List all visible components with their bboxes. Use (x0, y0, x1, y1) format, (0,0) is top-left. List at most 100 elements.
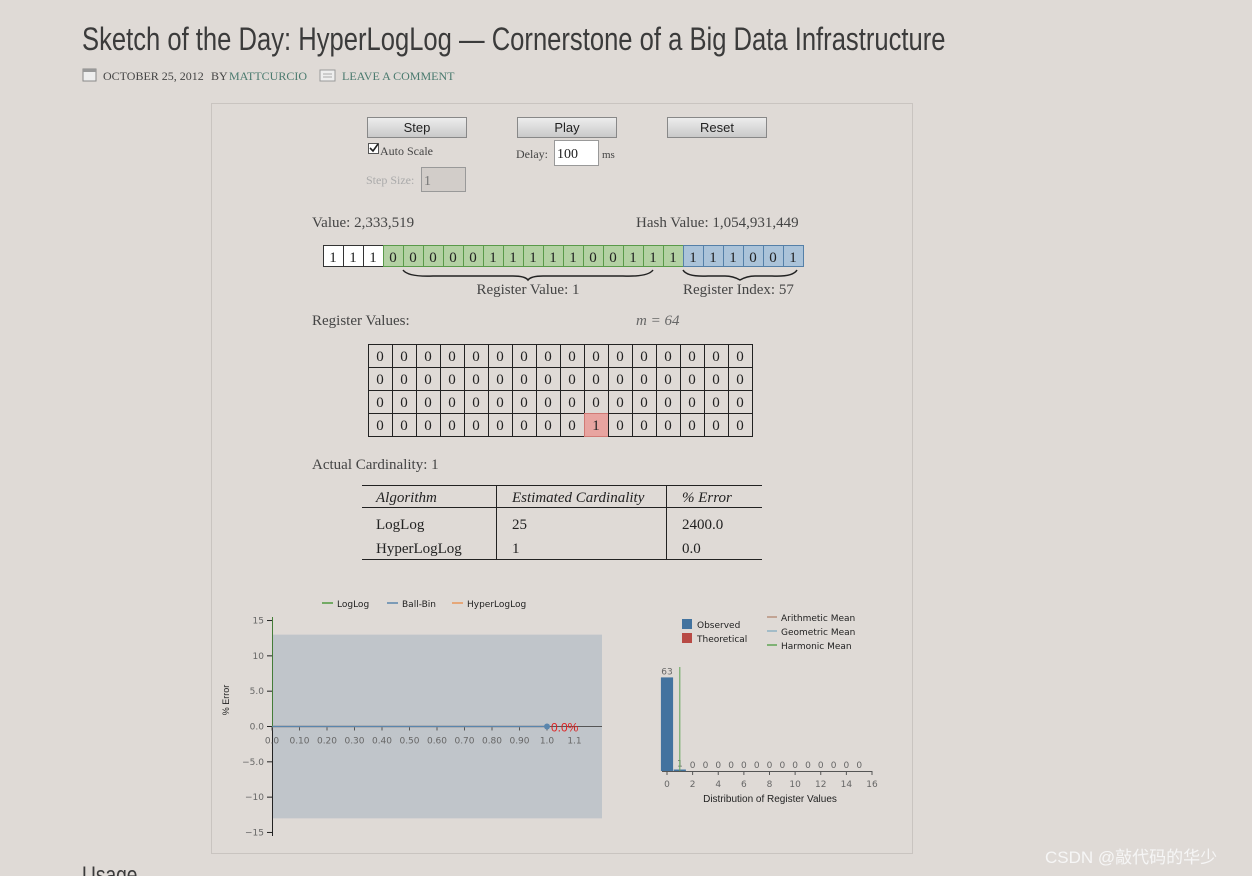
delay-value[interactable]: 100 (557, 147, 578, 162)
register-value: 0 (688, 372, 696, 388)
step-size-value[interactable]: 1 (424, 174, 431, 189)
register-value: 0 (376, 395, 384, 411)
by: BY (211, 69, 228, 83)
bit-value: 0 (389, 250, 397, 266)
bar-label: 0 (792, 761, 798, 771)
x-tick-label: 1.0 (540, 737, 555, 747)
bit-value: 0 (449, 250, 457, 266)
legend-label: Ball-Bin (402, 600, 436, 610)
register-index-caption: Register Index: 57 (683, 282, 794, 298)
register-value: 0 (424, 418, 432, 434)
register-value: 0 (664, 395, 672, 411)
register-value: 0 (664, 349, 672, 365)
author-link[interactable]: MATTCURCIO (229, 69, 307, 83)
bit-cell (783, 245, 804, 267)
legend-label: Geometric Mean (781, 628, 855, 638)
x-tick-label: 0.0 (265, 737, 280, 747)
button-label[interactable]: Reset (700, 120, 734, 135)
register-value: 0 (688, 418, 696, 434)
table-cell: 2400.0 (682, 517, 723, 533)
bar-label: 0 (690, 761, 696, 771)
register-value: 0 (376, 372, 384, 388)
button-label[interactable]: Play (554, 120, 580, 135)
step-size-input[interactable] (421, 167, 466, 192)
end-label: 0.0% (551, 721, 579, 735)
hash-value-label: Hash Value: 1,054,931,449 (636, 215, 799, 231)
x-tick-label: 0.50 (399, 737, 419, 747)
register-value: 0 (424, 349, 432, 365)
register-value: 0 (712, 349, 720, 365)
legend-label: Harmonic Mean (781, 642, 852, 652)
x-tick-label: 0.10 (289, 737, 309, 747)
end-point (544, 723, 550, 730)
bit-value: 1 (689, 250, 697, 266)
reset-button[interactable]: Reset (667, 117, 767, 138)
register-value-caption: Register Value: 1 (476, 282, 579, 298)
auto-scale-label: Auto Scale (380, 144, 433, 158)
legend-swatch (682, 633, 692, 643)
delay-label: Delay: (516, 147, 548, 161)
register-value: 0 (448, 395, 456, 411)
register-value: 0 (640, 372, 648, 388)
section-heading: Usage (82, 861, 137, 876)
table-header: Algorithm (375, 490, 437, 506)
delay-input[interactable] (554, 140, 599, 166)
bar-label: 0 (844, 761, 850, 771)
step-size-label: Step Size: (366, 173, 414, 187)
register-value: 0 (544, 418, 552, 434)
table-cell: LogLog (376, 517, 425, 533)
step-button[interactable]: Step (367, 117, 467, 138)
register-value: 0 (616, 372, 624, 388)
register-value: 0 (712, 372, 720, 388)
x-tick-label: 10 (789, 780, 801, 790)
bar-label: 0 (754, 761, 760, 771)
register-value: 0 (472, 418, 480, 434)
x-tick-label: 0.20 (317, 737, 337, 747)
legend-swatch (682, 619, 692, 629)
bit-value: 1 (489, 250, 497, 266)
bit-value: 0 (589, 250, 597, 266)
table-cell: 0.0 (682, 541, 701, 557)
x-tick-label: 0.60 (427, 737, 447, 747)
register-value: 0 (592, 349, 600, 365)
legend-label: Theoretical (696, 635, 747, 645)
bar-label: 0 (779, 761, 785, 771)
x-axis-label: Distribution of Register Values (703, 794, 837, 805)
demo-frame (211, 103, 913, 854)
button-label[interactable]: Step (404, 120, 431, 135)
register-value: 0 (520, 372, 528, 388)
play-button[interactable]: Play (517, 117, 617, 138)
register-value: 0 (688, 349, 696, 365)
caption-value: 1 (572, 282, 580, 298)
value-brace (402, 269, 654, 282)
bit-value: 1 (789, 250, 797, 266)
register-count: m = 64 (636, 313, 680, 329)
register-value: 0 (448, 372, 456, 388)
auto-scale-checkbox[interactable] (368, 143, 379, 154)
bit-value: 1 (729, 250, 737, 266)
x-tick-label: 6 (741, 780, 747, 790)
bar-label: 0 (741, 761, 747, 771)
y-tick-label: −15 (245, 828, 264, 838)
x-tick-label: 0.80 (482, 737, 502, 747)
bit-value: 0 (769, 250, 777, 266)
calendar-icon (82, 68, 97, 82)
caption-label: Register Index: (683, 282, 775, 298)
comment-link[interactable]: LEAVE A COMMENT (342, 69, 455, 83)
register-value: 0 (496, 372, 504, 388)
legend-label: HyperLogLog (467, 600, 526, 610)
register-value: 0 (592, 395, 600, 411)
table-header: % Error (682, 490, 732, 506)
register-value: 0 (568, 395, 576, 411)
bit-value: 1 (629, 250, 637, 266)
y-axis-label: % Error (221, 685, 231, 716)
x-tick-label: 0.90 (509, 737, 529, 747)
x-tick-label: 8 (767, 780, 773, 790)
table-cell: 1 (512, 541, 520, 557)
register-value: 0 (496, 395, 504, 411)
bit-value: 0 (409, 250, 417, 266)
y-tick-label: 10 (253, 652, 265, 662)
register-value: 1 (592, 418, 600, 434)
